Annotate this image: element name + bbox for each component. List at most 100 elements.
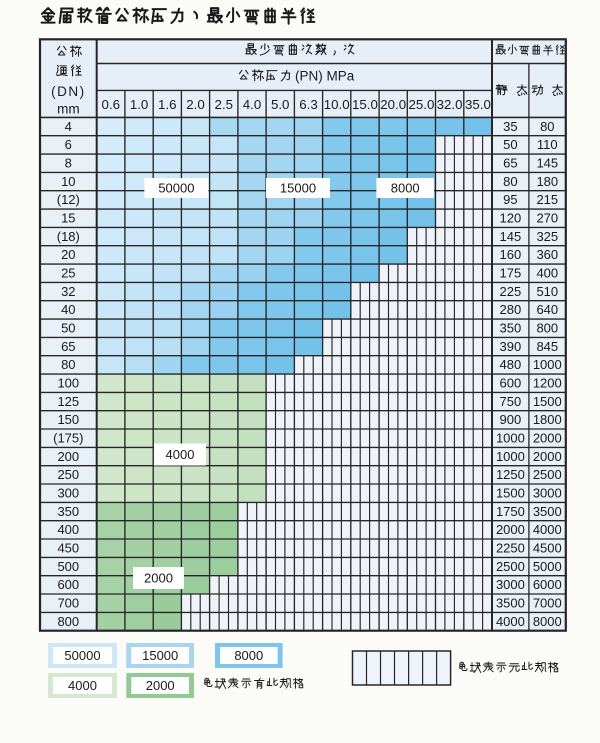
svg-text:50000: 50000 (64, 648, 100, 663)
svg-text:65: 65 (61, 339, 75, 354)
svg-text:95: 95 (503, 192, 517, 207)
svg-text:800: 800 (536, 321, 558, 336)
svg-text:125: 125 (57, 394, 79, 409)
svg-text:35.0: 35.0 (465, 97, 491, 112)
svg-text:1.6: 1.6 (158, 97, 177, 112)
svg-text:40: 40 (61, 302, 75, 317)
svg-text:25: 25 (61, 266, 75, 281)
svg-text:900: 900 (500, 412, 522, 427)
svg-text:750: 750 (500, 394, 522, 409)
svg-text:4: 4 (65, 119, 72, 134)
svg-text:225: 225 (500, 284, 522, 299)
svg-text:450: 450 (57, 541, 79, 556)
svg-text:700: 700 (57, 596, 79, 611)
svg-text:10: 10 (61, 174, 75, 189)
svg-text:8000: 8000 (234, 648, 263, 663)
svg-text:4000: 4000 (166, 447, 195, 462)
svg-text:mm: mm (57, 102, 80, 117)
svg-text:1000: 1000 (496, 431, 525, 446)
svg-text:175: 175 (500, 266, 522, 281)
svg-text:32.0: 32.0 (437, 97, 463, 112)
svg-text:5.0: 5.0 (271, 97, 290, 112)
svg-text:(12): (12) (57, 192, 80, 207)
svg-text:80: 80 (61, 357, 75, 372)
svg-text:145: 145 (500, 229, 522, 244)
svg-text:50: 50 (61, 321, 75, 336)
svg-text:390: 390 (500, 339, 522, 354)
svg-text:1750: 1750 (496, 504, 525, 519)
svg-text:8000: 8000 (391, 181, 420, 196)
svg-text:4.0: 4.0 (243, 97, 262, 112)
svg-text:32: 32 (61, 284, 75, 299)
svg-text:110: 110 (537, 137, 558, 152)
svg-text:3500: 3500 (496, 596, 525, 611)
svg-text:2000: 2000 (146, 678, 175, 693)
svg-text:35: 35 (503, 119, 517, 134)
svg-text:280: 280 (500, 302, 522, 317)
svg-text:50000: 50000 (158, 181, 194, 196)
svg-text:145: 145 (536, 156, 558, 171)
svg-text:160: 160 (500, 247, 522, 262)
svg-text:1000: 1000 (496, 449, 525, 464)
svg-text:600: 600 (500, 376, 522, 391)
svg-text:100: 100 (57, 376, 79, 391)
svg-text:215: 215 (536, 192, 558, 207)
svg-text:1500: 1500 (533, 394, 562, 409)
svg-text:400: 400 (536, 266, 558, 281)
svg-text:2500: 2500 (533, 467, 562, 482)
svg-text:6.3: 6.3 (299, 97, 318, 112)
svg-text:150: 150 (57, 412, 79, 427)
svg-text:(DN): (DN) (51, 84, 86, 99)
svg-text:350: 350 (57, 504, 79, 519)
svg-text:250: 250 (57, 467, 79, 482)
svg-text:600: 600 (57, 577, 79, 592)
svg-text:200: 200 (57, 449, 79, 464)
svg-text:2250: 2250 (496, 541, 525, 556)
svg-text:15000: 15000 (280, 181, 316, 196)
svg-text:80: 80 (503, 174, 517, 189)
svg-text:325: 325 (536, 229, 558, 244)
svg-text:480: 480 (500, 357, 522, 372)
svg-text:80: 80 (540, 119, 554, 134)
svg-text:1000: 1000 (533, 357, 562, 372)
svg-text:2000: 2000 (144, 571, 173, 586)
svg-text:(18): (18) (57, 229, 80, 244)
svg-text:4000: 4000 (496, 614, 525, 629)
svg-text:5000: 5000 (533, 559, 562, 574)
svg-text:3000: 3000 (496, 577, 525, 592)
svg-text:1500: 1500 (496, 486, 525, 501)
svg-text:4000: 4000 (68, 678, 97, 693)
svg-text:2000: 2000 (533, 449, 562, 464)
svg-text:15.0: 15.0 (352, 97, 378, 112)
svg-text:510: 510 (536, 284, 558, 299)
svg-text:4500: 4500 (533, 541, 562, 556)
svg-text:8: 8 (65, 156, 72, 171)
svg-text:180: 180 (536, 174, 558, 189)
svg-text:20.0: 20.0 (380, 97, 406, 112)
svg-text:15: 15 (61, 211, 75, 226)
svg-text:120: 120 (500, 211, 522, 226)
svg-text:4000: 4000 (533, 522, 562, 537)
svg-text:270: 270 (536, 211, 558, 226)
svg-text:640: 640 (536, 302, 558, 317)
svg-text:350: 350 (500, 321, 522, 336)
svg-text:7000: 7000 (533, 596, 562, 611)
svg-text:1.0: 1.0 (130, 97, 149, 112)
svg-text:1800: 1800 (533, 412, 562, 427)
svg-text:400: 400 (57, 522, 79, 537)
svg-text:2.0: 2.0 (186, 97, 205, 112)
svg-text:2500: 2500 (496, 559, 525, 574)
svg-text:360: 360 (536, 247, 558, 262)
svg-text:1200: 1200 (533, 376, 562, 391)
svg-text:0.6: 0.6 (102, 97, 121, 112)
svg-text:2000: 2000 (533, 431, 562, 446)
svg-text:15000: 15000 (142, 648, 178, 663)
svg-text:2000: 2000 (496, 522, 525, 537)
svg-text:3000: 3000 (533, 486, 562, 501)
svg-text:2.5: 2.5 (215, 97, 234, 112)
svg-text:50: 50 (503, 137, 517, 152)
svg-text:(PN) MPa: (PN) MPa (295, 69, 355, 84)
svg-text:300: 300 (57, 486, 79, 501)
svg-text:6: 6 (65, 137, 72, 152)
svg-text:8000: 8000 (533, 614, 562, 629)
